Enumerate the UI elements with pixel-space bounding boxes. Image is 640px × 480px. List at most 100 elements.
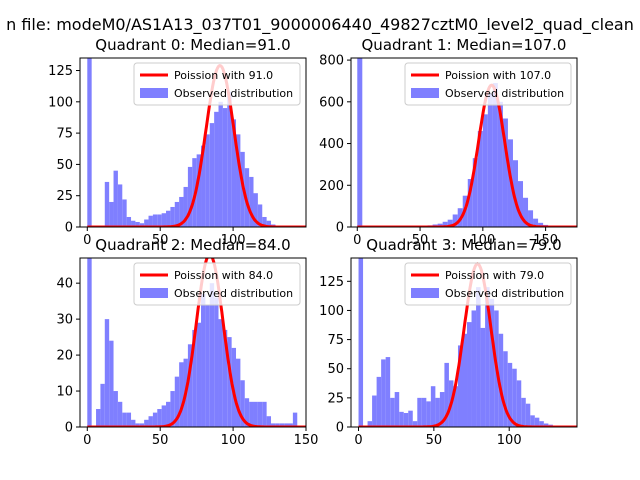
histogram-bar xyxy=(503,351,508,427)
histogram-bar xyxy=(214,111,219,227)
y-tick-label: 25 xyxy=(327,391,344,406)
histogram-bar xyxy=(528,210,534,227)
histogram-bar xyxy=(144,419,149,427)
x-tick-label: 100 xyxy=(470,233,495,248)
histogram-bar xyxy=(179,196,184,227)
histogram-bar xyxy=(148,416,153,427)
histogram-bar xyxy=(253,401,258,427)
histogram-bar xyxy=(502,118,508,227)
histogram-bar xyxy=(476,287,481,427)
y-tick-label: 50 xyxy=(56,158,73,173)
histogram-bar xyxy=(131,220,136,227)
histogram-bar xyxy=(196,154,202,227)
histogram-bar xyxy=(421,397,427,427)
histogram-bar xyxy=(117,184,123,227)
histogram-bar xyxy=(240,380,245,427)
histogram-bar xyxy=(525,403,531,427)
y-tick-label: 75 xyxy=(327,333,344,348)
histogram-bar xyxy=(249,176,254,227)
histogram-bar xyxy=(435,397,440,427)
histogram-bar xyxy=(534,417,540,427)
histogram-bar xyxy=(96,409,101,427)
x-tick-label: 100 xyxy=(221,433,246,448)
legend-bar-swatch xyxy=(411,88,439,98)
histogram-bar xyxy=(87,258,92,427)
legend-box xyxy=(133,62,301,106)
histogram-bar xyxy=(131,419,136,427)
histogram-bar xyxy=(292,412,298,427)
histogram-bar xyxy=(498,333,504,427)
histogram-bar xyxy=(249,401,254,427)
histogram-bar xyxy=(376,376,382,427)
legend-label-observed: Observed distribution xyxy=(445,287,564,300)
legend: Poission with 84.0 Observed distribution xyxy=(133,262,301,306)
histogram-bar xyxy=(196,322,202,427)
subplot-3: 0 50 100 0 25 50 75 100 125 Quadrant 3: Median=79… xyxy=(319,236,578,448)
histogram-bar xyxy=(135,423,140,427)
histogram-bar xyxy=(453,386,458,427)
histogram-bar xyxy=(152,412,158,427)
histogram-bar xyxy=(218,101,223,227)
legend-label-observed: Observed distribution xyxy=(174,287,293,300)
histogram-bar xyxy=(385,357,391,427)
histogram-bar xyxy=(148,215,153,227)
histogram-bar xyxy=(492,83,498,227)
poisson-curve xyxy=(86,258,306,427)
histogram-bar xyxy=(497,101,503,227)
histogram-bar xyxy=(166,401,171,427)
y-tick-label: 125 xyxy=(48,64,73,79)
histogram-bar xyxy=(408,410,413,427)
axes-frame xyxy=(79,257,307,428)
subplot-1: 0 50 100 150 0 200 400 600 800 Quadrant 1: Median… xyxy=(319,36,578,248)
histogram-bar xyxy=(244,398,250,427)
histogram-bar xyxy=(201,145,206,227)
histogram-bar xyxy=(205,134,210,227)
histogram-bar xyxy=(467,322,472,427)
histogram-bar xyxy=(444,362,449,427)
histogram-bar xyxy=(87,58,92,227)
histogram-bar xyxy=(507,362,513,427)
histogram-bar xyxy=(394,392,400,427)
histogram-bar xyxy=(482,114,488,227)
histogram-bar xyxy=(139,423,145,427)
histogram-bar xyxy=(174,201,180,227)
histogram-bar xyxy=(161,405,167,427)
histogram-bar xyxy=(512,368,517,427)
histogram-bar xyxy=(447,219,453,227)
histogram-bar xyxy=(170,206,175,227)
histogram-bar xyxy=(161,213,167,227)
histogram-bar xyxy=(209,123,215,227)
legend-bar-swatch xyxy=(140,288,168,298)
histogram-bar xyxy=(122,412,127,427)
histogram-bar xyxy=(144,219,149,227)
histogram-bar xyxy=(487,93,493,227)
subplot-title: Quadrant 1: Median=107.0 xyxy=(362,36,567,54)
subplot-title: Quadrant 2: Median=84.0 xyxy=(95,236,290,254)
histogram-bar xyxy=(262,401,267,427)
histogram-bar xyxy=(452,214,458,227)
histogram-bar xyxy=(174,376,180,427)
histogram-bar xyxy=(113,391,118,427)
histogram-bar xyxy=(126,216,132,227)
legend-box xyxy=(404,62,572,106)
histogram-bar xyxy=(271,423,276,427)
histogram-bar xyxy=(262,216,267,227)
histogram-bar xyxy=(253,193,258,227)
histogram-bar xyxy=(104,319,110,427)
legend: Poission with 91.0 Observed distribution xyxy=(133,62,301,106)
histogram-bar xyxy=(442,221,448,227)
legend-label-poisson: Poission with 91.0 xyxy=(174,69,273,82)
legend: Poission with 79.0 Observed distribution xyxy=(404,262,572,306)
histogram-bar xyxy=(205,304,210,427)
x-tick-label: 100 xyxy=(221,233,246,248)
y-tick-label: 50 xyxy=(327,362,344,377)
x-tick-label: 50 xyxy=(152,433,169,448)
figure-suptitle: n file: modeM0/AS1A13_037T01_9000006440_… xyxy=(6,15,634,35)
histogram-bar xyxy=(437,223,443,227)
y-tick-label: 100 xyxy=(48,95,73,110)
histogram-bar xyxy=(467,179,473,227)
axes-frame xyxy=(350,57,578,228)
histogram-bar xyxy=(231,119,237,227)
histogram-bar xyxy=(139,223,145,227)
histogram-bar xyxy=(372,395,377,427)
